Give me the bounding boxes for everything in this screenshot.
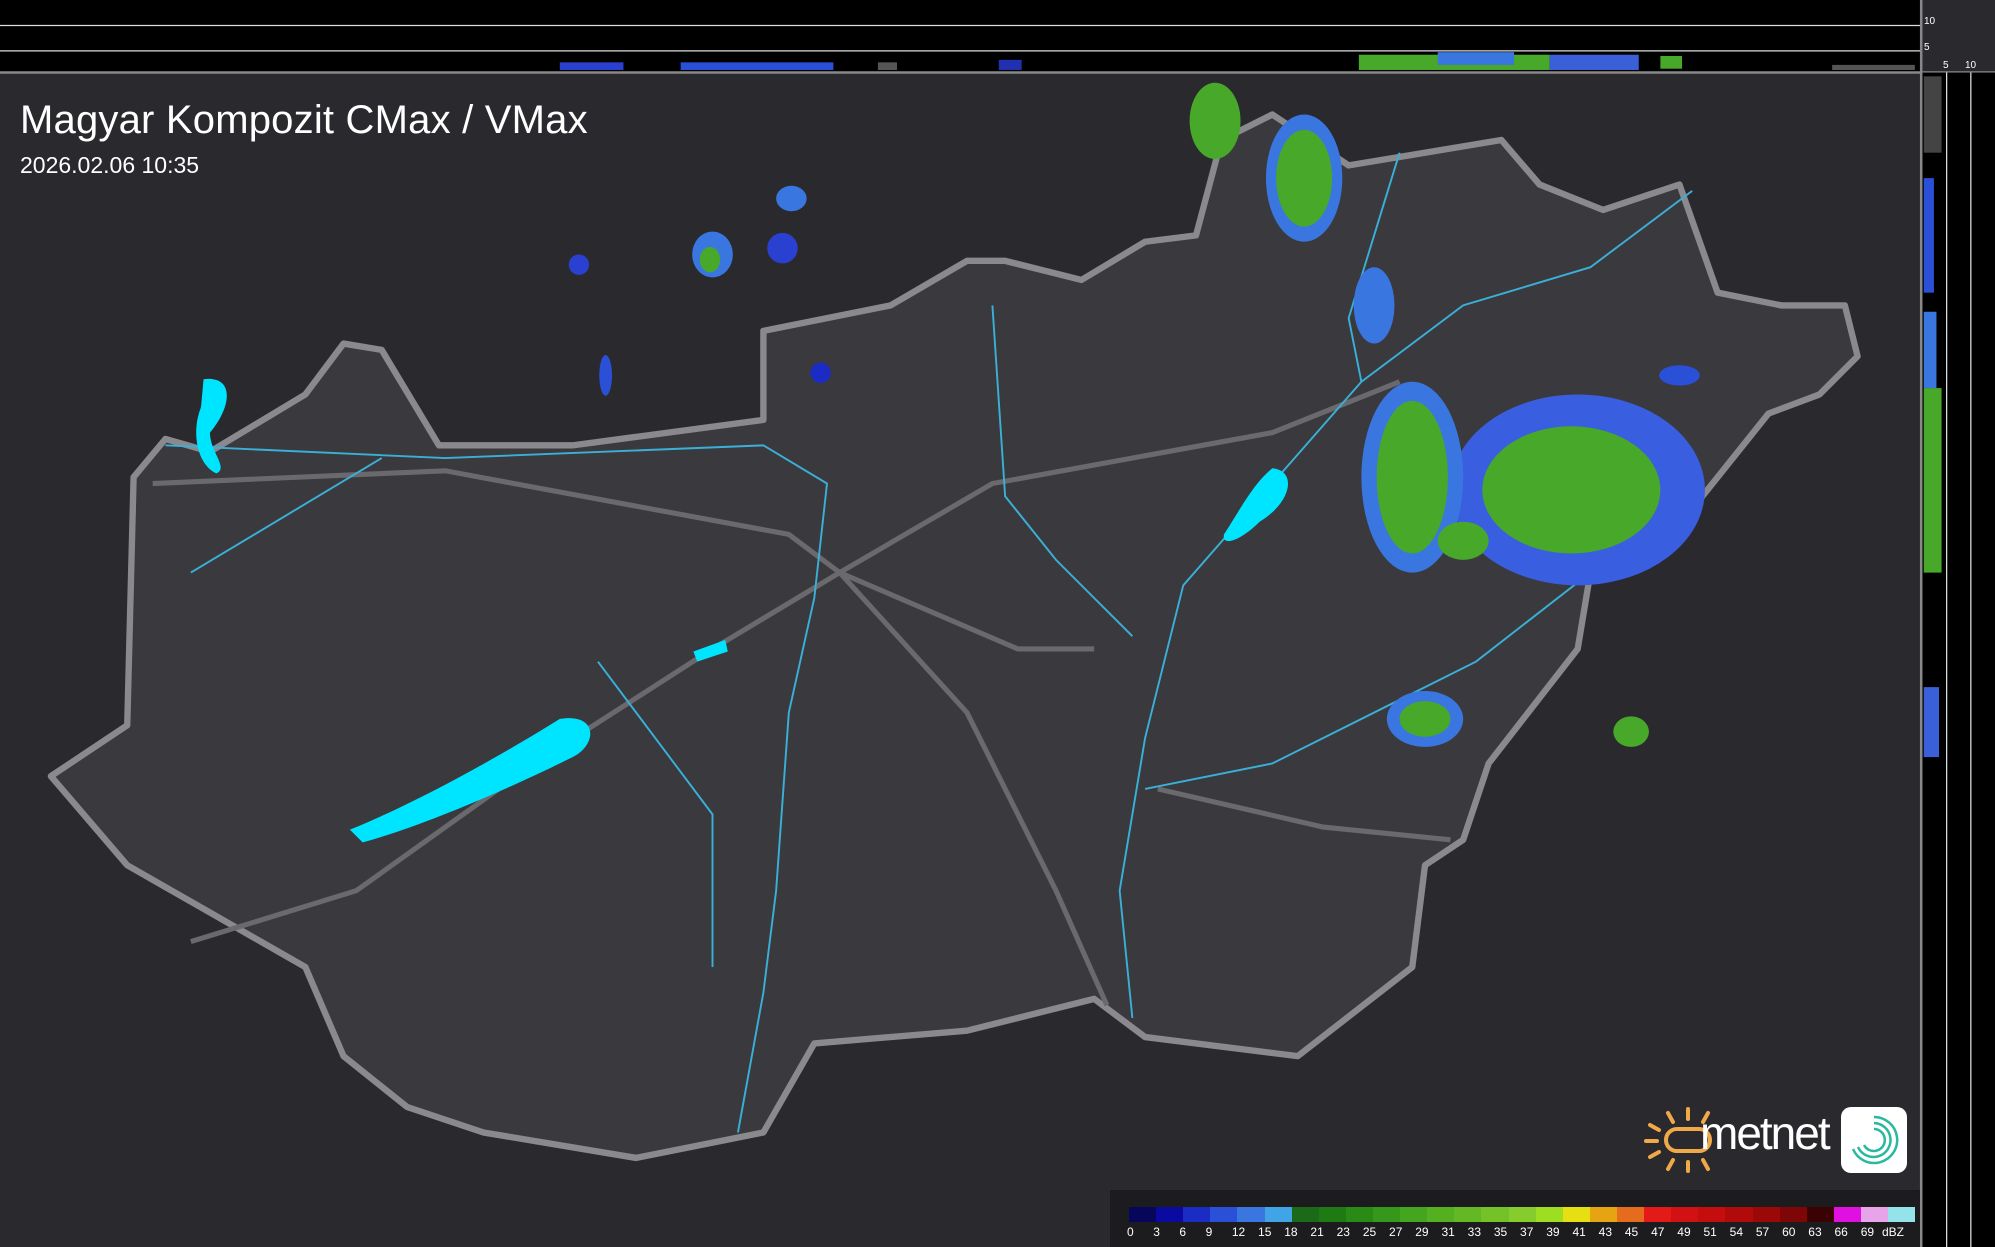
top-tick-5: 5	[1924, 42, 1930, 53]
map-timestamp: 2026.02.06 10:35	[20, 152, 200, 178]
legend-label: 18	[1284, 1225, 1298, 1239]
legend-swatch	[1589, 1207, 1617, 1222]
legend-label: 37	[1520, 1225, 1534, 1239]
lake-balaton	[349, 718, 591, 843]
legend-label: 29	[1415, 1225, 1429, 1239]
legend-swatch	[1318, 1207, 1346, 1222]
lakes	[196, 378, 1289, 843]
metnet-logo-text: metnet	[1700, 1107, 1831, 1159]
legend-swatch	[1833, 1207, 1861, 1222]
map-title: Magyar Kompozit CMax / VMax	[20, 98, 588, 142]
legend-label: 47	[1651, 1225, 1665, 1239]
legend-swatch	[1264, 1207, 1292, 1222]
side-profile-echoes	[1923, 76, 1942, 758]
side-tick-5: 5	[1943, 60, 1949, 71]
dbz-scale-labels: 0 3 6 9 12 15 18 21 23 25 27 29 31 33 35 37 39 41 43 45 47 49…	[1127, 1225, 1887, 1239]
legend-unit: dBZ	[1882, 1225, 1905, 1239]
legend-swatch	[1698, 1207, 1726, 1222]
legend-swatch	[1806, 1207, 1834, 1222]
hungary-country-area	[47, 111, 1861, 1162]
legend-label: 12	[1231, 1225, 1246, 1239]
legend-swatch	[1427, 1207, 1455, 1222]
legend-swatch	[1508, 1207, 1536, 1222]
legend-label: 9	[1205, 1225, 1213, 1239]
legend-label: 6	[1179, 1225, 1187, 1239]
legend-label: 54	[1729, 1225, 1744, 1239]
legend-swatch	[1345, 1207, 1373, 1222]
legend-label: 66	[1834, 1225, 1848, 1239]
legend-swatch	[1291, 1207, 1319, 1222]
roads	[152, 379, 1451, 1007]
legend-label: 69	[1860, 1225, 1875, 1239]
legend-swatch	[1562, 1207, 1590, 1222]
legend-label: 15	[1258, 1225, 1272, 1239]
legend-swatch	[1860, 1207, 1889, 1222]
legend-swatch	[1237, 1207, 1265, 1222]
legend-label: 39	[1546, 1225, 1560, 1239]
legend-label: 49	[1677, 1225, 1691, 1239]
legend-swatch	[1779, 1207, 1807, 1222]
legend-swatch	[1535, 1207, 1563, 1222]
legend-label: 3	[1153, 1225, 1160, 1239]
lake-tisza	[1223, 468, 1289, 542]
legend-swatch	[1752, 1207, 1780, 1222]
legend-label: 57	[1755, 1225, 1770, 1239]
legend-label: 33	[1467, 1225, 1481, 1239]
legend-swatch	[1156, 1207, 1184, 1222]
legend-swatch	[1400, 1207, 1428, 1222]
legend-swatch	[1372, 1207, 1401, 1222]
legend-label: 51	[1703, 1225, 1717, 1239]
legend-swatch	[1481, 1207, 1509, 1222]
legend-label: 60	[1782, 1225, 1796, 1239]
radar-echoes	[568, 82, 1705, 747]
legend-swatch	[1725, 1207, 1753, 1222]
legend-swatch	[1616, 1207, 1645, 1222]
lake-neusiedl	[196, 378, 227, 474]
top-profile-echoes	[559, 52, 1915, 70]
app-spiral-icon	[1841, 1107, 1907, 1173]
legend-label: 27	[1389, 1225, 1403, 1239]
legend-label: 43	[1598, 1225, 1613, 1239]
legend-label: 31	[1441, 1225, 1455, 1239]
legend-label: 25	[1362, 1225, 1377, 1239]
legend-label: 23	[1336, 1225, 1350, 1239]
legend-swatch	[1671, 1207, 1699, 1222]
legend-swatch	[1183, 1207, 1211, 1222]
legend-label: 63	[1808, 1225, 1822, 1239]
dbz-color-scale	[1129, 1207, 1916, 1222]
legend-swatch	[1888, 1207, 1916, 1222]
legend-swatch	[1644, 1207, 1672, 1222]
legend-swatch	[1210, 1207, 1238, 1222]
lake-velence	[693, 640, 728, 662]
side-tick-10: 10	[1965, 60, 1977, 71]
legend-swatch	[1129, 1207, 1157, 1222]
legend-swatch	[1454, 1207, 1482, 1222]
legend-label: 0	[1127, 1225, 1134, 1239]
legend-label: 35	[1493, 1225, 1508, 1239]
legend-label: 41	[1572, 1225, 1586, 1239]
metnet-sun-icon	[1644, 1107, 1712, 1173]
legend-label: 45	[1624, 1225, 1639, 1239]
legend-label: 21	[1310, 1225, 1324, 1239]
top-tick-10: 10	[1924, 16, 1936, 27]
